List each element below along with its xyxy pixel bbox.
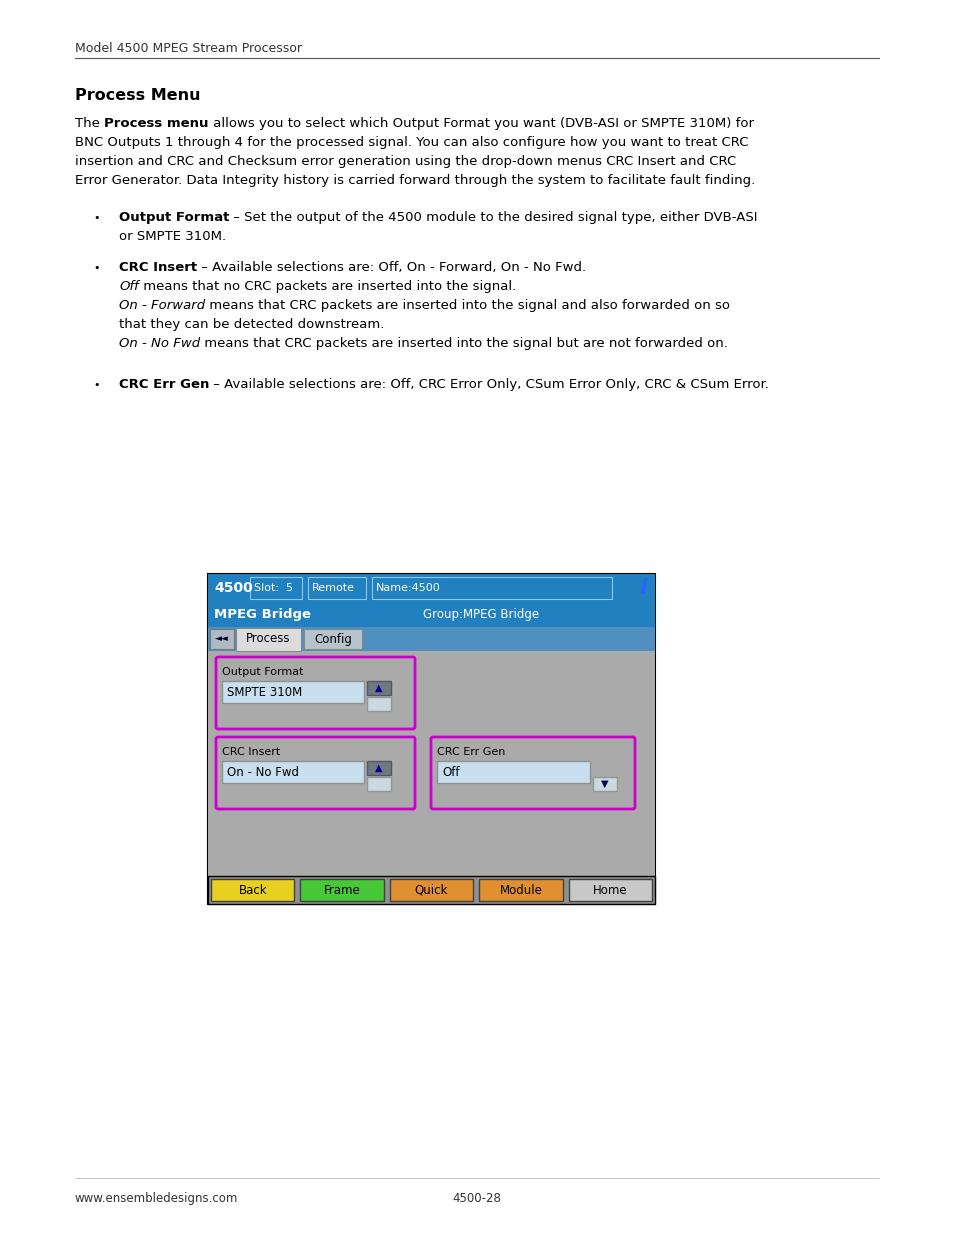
Text: Config: Config <box>314 632 352 646</box>
Text: Error Generator. Data Integrity history is carried forward through the system to: Error Generator. Data Integrity history … <box>75 174 755 186</box>
Text: – Set the output of the 4500 module to the desired signal type, either DVB-ASI: – Set the output of the 4500 module to t… <box>229 211 757 224</box>
Text: Process: Process <box>246 632 291 646</box>
Text: Process menu: Process menu <box>104 117 209 130</box>
Bar <box>390 879 473 902</box>
Text: Module: Module <box>499 883 541 897</box>
Text: – Available selections are: Off, On - Forward, On - No Fwd.: – Available selections are: Off, On - Fo… <box>197 261 586 274</box>
Bar <box>372 577 612 599</box>
Bar <box>208 876 655 904</box>
Bar <box>235 629 301 651</box>
Text: Output Format: Output Format <box>222 667 303 677</box>
Bar <box>367 680 391 695</box>
Text: The: The <box>75 117 104 130</box>
Text: BNC Outputs 1 through 4 for the processed signal. You can also configure how you: BNC Outputs 1 through 4 for the processe… <box>75 136 748 149</box>
Bar <box>367 761 391 776</box>
Bar <box>208 601 655 627</box>
Text: that they can be detected downstream.: that they can be detected downstream. <box>119 317 384 331</box>
Bar <box>436 761 589 783</box>
Text: ◄◄: ◄◄ <box>214 635 229 643</box>
Text: or SMPTE 310M.: or SMPTE 310M. <box>119 230 226 243</box>
Text: ▼: ▼ <box>600 779 608 789</box>
Text: CRC Insert: CRC Insert <box>119 261 197 274</box>
Bar <box>478 879 562 902</box>
Text: MPEG Bridge: MPEG Bridge <box>213 608 311 621</box>
Bar <box>208 651 655 876</box>
Bar <box>304 629 361 650</box>
Bar <box>222 680 364 703</box>
Text: Group:MPEG Bridge: Group:MPEG Bridge <box>422 608 538 621</box>
Text: Off: Off <box>119 280 138 293</box>
Text: CRC Err Gen: CRC Err Gen <box>119 378 209 391</box>
Text: Model 4500 MPEG Stream Processor: Model 4500 MPEG Stream Processor <box>75 42 302 56</box>
Text: www.ensembledesigns.com: www.ensembledesigns.com <box>75 1192 238 1205</box>
Bar <box>208 627 655 651</box>
FancyBboxPatch shape <box>215 657 415 729</box>
Text: ▲: ▲ <box>375 683 382 693</box>
Bar <box>593 777 617 790</box>
Text: Name:4500: Name:4500 <box>375 583 440 593</box>
Text: ▲: ▲ <box>375 763 382 773</box>
Text: Quick: Quick <box>415 883 448 897</box>
Bar <box>367 697 391 711</box>
Text: Remote: Remote <box>312 583 355 593</box>
Text: •: • <box>92 380 99 390</box>
Bar <box>208 574 655 601</box>
Text: Home: Home <box>593 883 627 897</box>
Text: Back: Back <box>238 883 267 897</box>
Text: – Available selections are: Off, CRC Error Only, CSum Error Only, CRC & CSum Err: – Available selections are: Off, CRC Err… <box>209 378 768 391</box>
Text: On - No Fwd: On - No Fwd <box>227 766 298 778</box>
Text: means that CRC packets are inserted into the signal but are not forwarded on.: means that CRC packets are inserted into… <box>200 337 727 350</box>
Text: allows you to select which Output Format you want (DVB-ASI or SMPTE 310M) for: allows you to select which Output Format… <box>209 117 753 130</box>
Text: Slot:  5: Slot: 5 <box>253 583 293 593</box>
Text: CRC Err Gen: CRC Err Gen <box>436 747 505 757</box>
Bar <box>568 879 651 902</box>
Text: 4500: 4500 <box>213 580 253 595</box>
Text: On - No Fwd: On - No Fwd <box>119 337 200 350</box>
Bar <box>300 879 383 902</box>
Bar <box>367 777 391 790</box>
Text: •: • <box>92 263 99 273</box>
Bar <box>210 629 233 650</box>
Text: CRC Insert: CRC Insert <box>222 747 280 757</box>
Text: Output Format: Output Format <box>119 211 229 224</box>
Text: i: i <box>639 578 646 598</box>
Text: means that no CRC packets are inserted into the signal.: means that no CRC packets are inserted i… <box>138 280 516 293</box>
Text: SMPTE 310M: SMPTE 310M <box>227 685 302 699</box>
Text: insertion and CRC and Checksum error generation using the drop-down menus CRC In: insertion and CRC and Checksum error gen… <box>75 156 736 168</box>
Text: Frame: Frame <box>323 883 360 897</box>
Bar <box>250 577 302 599</box>
Text: •: • <box>92 212 99 224</box>
Text: Process Menu: Process Menu <box>75 88 200 103</box>
Text: On - Forward: On - Forward <box>119 299 205 312</box>
Text: Off: Off <box>441 766 459 778</box>
FancyBboxPatch shape <box>431 737 635 809</box>
FancyBboxPatch shape <box>215 737 415 809</box>
Bar <box>208 574 655 904</box>
Text: 4500-28: 4500-28 <box>452 1192 501 1205</box>
Bar <box>211 879 294 902</box>
Bar <box>308 577 366 599</box>
Bar <box>222 761 364 783</box>
Text: means that CRC packets are inserted into the signal and also forwarded on so: means that CRC packets are inserted into… <box>205 299 729 312</box>
